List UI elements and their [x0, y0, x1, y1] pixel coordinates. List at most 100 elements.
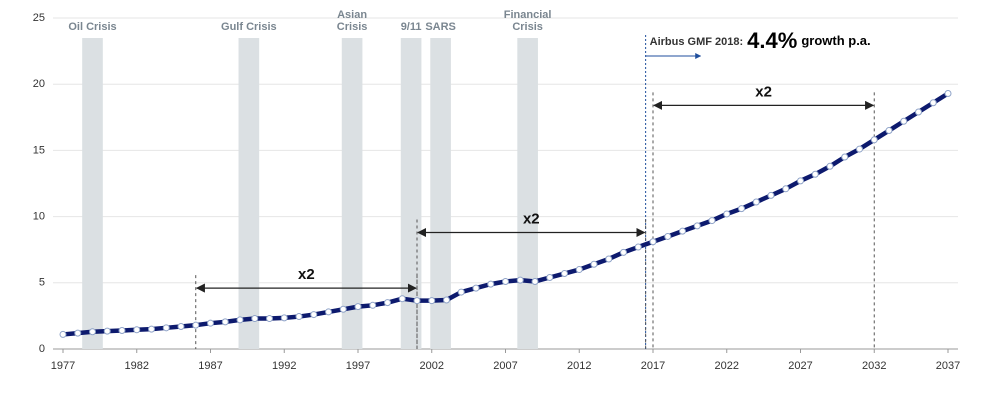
band-label: Gulf Crisis — [221, 21, 277, 33]
band-label: Financial — [504, 9, 552, 21]
crisis-band — [238, 38, 260, 349]
data-point — [103, 327, 111, 335]
x-tick-label: 1982 — [125, 360, 149, 372]
y-tick-label: 0 — [39, 343, 45, 355]
data-point — [929, 99, 937, 107]
crisis-band — [430, 38, 451, 349]
data-point — [251, 315, 259, 323]
x-tick-label: 1997 — [346, 360, 370, 372]
data-point — [325, 308, 332, 316]
x-tick-label: 2022 — [715, 360, 739, 372]
data-point — [369, 301, 377, 309]
crisis-band — [341, 38, 363, 349]
data-point — [841, 153, 849, 161]
data-point — [782, 185, 790, 193]
data-point — [915, 108, 922, 116]
x-tick-label: 2032 — [862, 360, 886, 372]
band-label: Asian — [337, 9, 367, 21]
data-point — [679, 227, 686, 235]
x-tick-label: 2037 — [936, 360, 960, 372]
y-tick-label: 25 — [33, 12, 45, 24]
data-point — [664, 232, 672, 240]
data-point — [620, 248, 627, 256]
data-point — [502, 277, 509, 285]
data-point — [575, 266, 583, 274]
y-tick-label: 10 — [33, 211, 45, 223]
band-label: SARS — [425, 21, 456, 33]
data-point — [236, 316, 244, 324]
data-point — [885, 127, 893, 135]
data-point — [708, 217, 716, 225]
data-point — [605, 255, 613, 263]
data-point — [546, 274, 554, 282]
forecast-suffix: growth p.a. — [801, 33, 870, 48]
data-point — [531, 277, 539, 285]
data-point — [118, 326, 126, 334]
data-point — [354, 303, 362, 311]
data-point — [649, 238, 657, 246]
data-point — [826, 162, 834, 170]
data-point — [590, 260, 598, 268]
data-point — [413, 297, 421, 305]
data-point — [384, 299, 391, 307]
band-label: 9/11 — [401, 21, 422, 33]
x-tick-label: 2017 — [641, 360, 665, 372]
data-point — [634, 243, 642, 251]
x-tick-label: 1992 — [272, 360, 296, 372]
data-point — [811, 170, 819, 178]
x-tick-label: 1977 — [51, 360, 75, 372]
data-point — [738, 205, 745, 213]
x-tick-label: 1987 — [198, 360, 222, 372]
data-point — [767, 191, 775, 199]
data-point — [693, 222, 701, 230]
crisis-band — [82, 38, 103, 349]
data-point — [487, 280, 495, 288]
data-point — [59, 330, 67, 338]
data-point — [148, 325, 155, 333]
data-point — [428, 297, 436, 305]
data-point — [443, 296, 450, 304]
x-tick-label: 2002 — [420, 360, 444, 372]
data-point — [900, 117, 908, 125]
data-point — [398, 295, 406, 303]
data-point — [266, 315, 273, 323]
data-point — [280, 314, 288, 322]
data-point — [870, 136, 878, 144]
series-line — [62, 91, 950, 337]
band-label: Crisis — [512, 21, 543, 33]
data-point — [797, 177, 804, 185]
data-point — [177, 322, 185, 330]
data-point — [944, 89, 952, 97]
data-point — [162, 324, 170, 332]
data-point — [472, 284, 480, 292]
x-tick-label: 2007 — [493, 360, 517, 372]
band-label: Oil Crisis — [68, 21, 116, 33]
doubling-label: x2 — [755, 83, 772, 100]
data-point — [723, 210, 731, 218]
forecast-label: Airbus GMF 2018: 4.4% growth p.a. — [650, 28, 871, 53]
band-label: Crisis — [337, 21, 368, 33]
data-point — [339, 305, 347, 313]
data-point — [89, 328, 96, 336]
data-point — [295, 313, 303, 321]
data-point — [221, 318, 229, 326]
y-tick-label: 20 — [33, 78, 45, 90]
y-tick-label: 15 — [33, 144, 45, 156]
data-point — [310, 311, 318, 319]
doubling-label: x2 — [298, 266, 315, 283]
crisis-band — [517, 38, 538, 349]
data-point — [207, 319, 214, 327]
forecast-rate: 4.4% — [747, 28, 797, 53]
crisis-band — [400, 38, 422, 349]
forecast-prefix: Airbus GMF 2018: — [650, 36, 744, 48]
data-point — [856, 145, 863, 153]
data-point — [752, 198, 760, 206]
data-point — [192, 321, 200, 329]
data-point — [457, 288, 465, 296]
data-point — [561, 270, 568, 278]
data-point — [516, 276, 524, 284]
data-point — [133, 326, 141, 334]
doubling-label: x2 — [523, 210, 540, 227]
y-tick-label: 5 — [39, 277, 45, 289]
